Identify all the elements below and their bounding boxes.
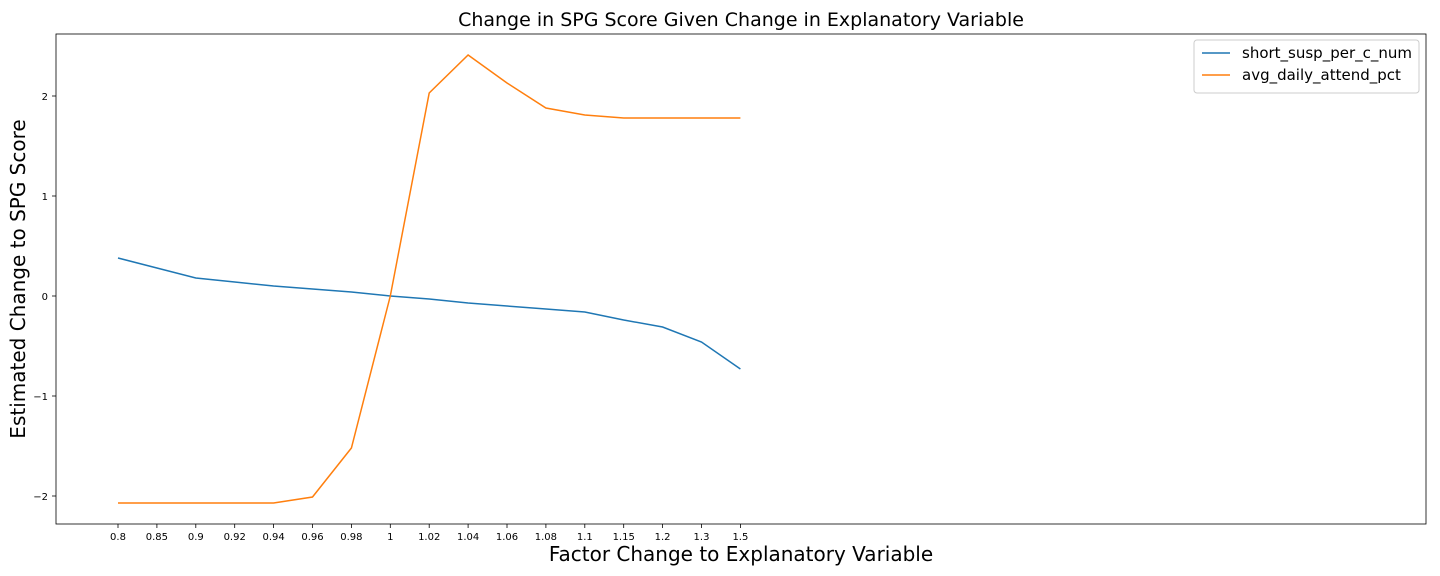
- x-tick-label: 1: [387, 532, 393, 543]
- legend: short_susp_per_c_num avg_daily_attend_pct: [1193, 39, 1420, 94]
- x-tick-label: 0.94: [262, 532, 284, 543]
- x-tick-label: 1.04: [457, 532, 479, 543]
- y-tick-label: 2: [42, 92, 48, 103]
- y-axis-label: Estimated Change to SPG Score: [6, 119, 30, 438]
- x-tick-label: 0.96: [301, 532, 323, 543]
- x-tick-label: 1.02: [418, 532, 440, 543]
- x-tick-label: 0.8: [110, 532, 126, 543]
- x-tick-label: 1.08: [535, 532, 557, 543]
- x-tick-label: 1.5: [732, 532, 748, 543]
- y-tick-label: −2: [33, 492, 48, 503]
- plot-area: 0.8 0.85 0.9 0.92 0.94 0.96 0.98 1 1.02 1.04 1.06 1…: [33, 33, 1427, 543]
- x-tick-label: 0.9: [188, 532, 204, 543]
- x-tick-label: 1.3: [694, 532, 710, 543]
- x-axis-label: Factor Change to Explanatory Variable: [549, 542, 933, 566]
- series-line-1: [117, 257, 741, 370]
- x-tick-label: 0.98: [340, 532, 362, 543]
- legend-box: [1193, 39, 1420, 94]
- chart-title: Change in SPG Score Given Change in Expl…: [458, 9, 1024, 31]
- y-tick-label: −1: [33, 392, 48, 403]
- series-line-2: [118, 54, 741, 504]
- y-tick-label: 0: [42, 292, 48, 303]
- x-tick-label: 1.1: [577, 532, 593, 543]
- x-tick-label: 0.85: [146, 532, 168, 543]
- x-tick-label: 1.06: [496, 532, 518, 543]
- legend-label-1: short_susp_per_c_num: [1242, 44, 1412, 63]
- x-tick-label: 0.92: [224, 532, 246, 543]
- y-tick-label: 1: [42, 192, 48, 203]
- legend-label-2: avg_daily_attend_pct: [1242, 66, 1401, 85]
- plot-frame: [55, 33, 1427, 525]
- x-tick-label: 1.15: [613, 532, 635, 543]
- x-tick-label: 1.2: [655, 532, 671, 543]
